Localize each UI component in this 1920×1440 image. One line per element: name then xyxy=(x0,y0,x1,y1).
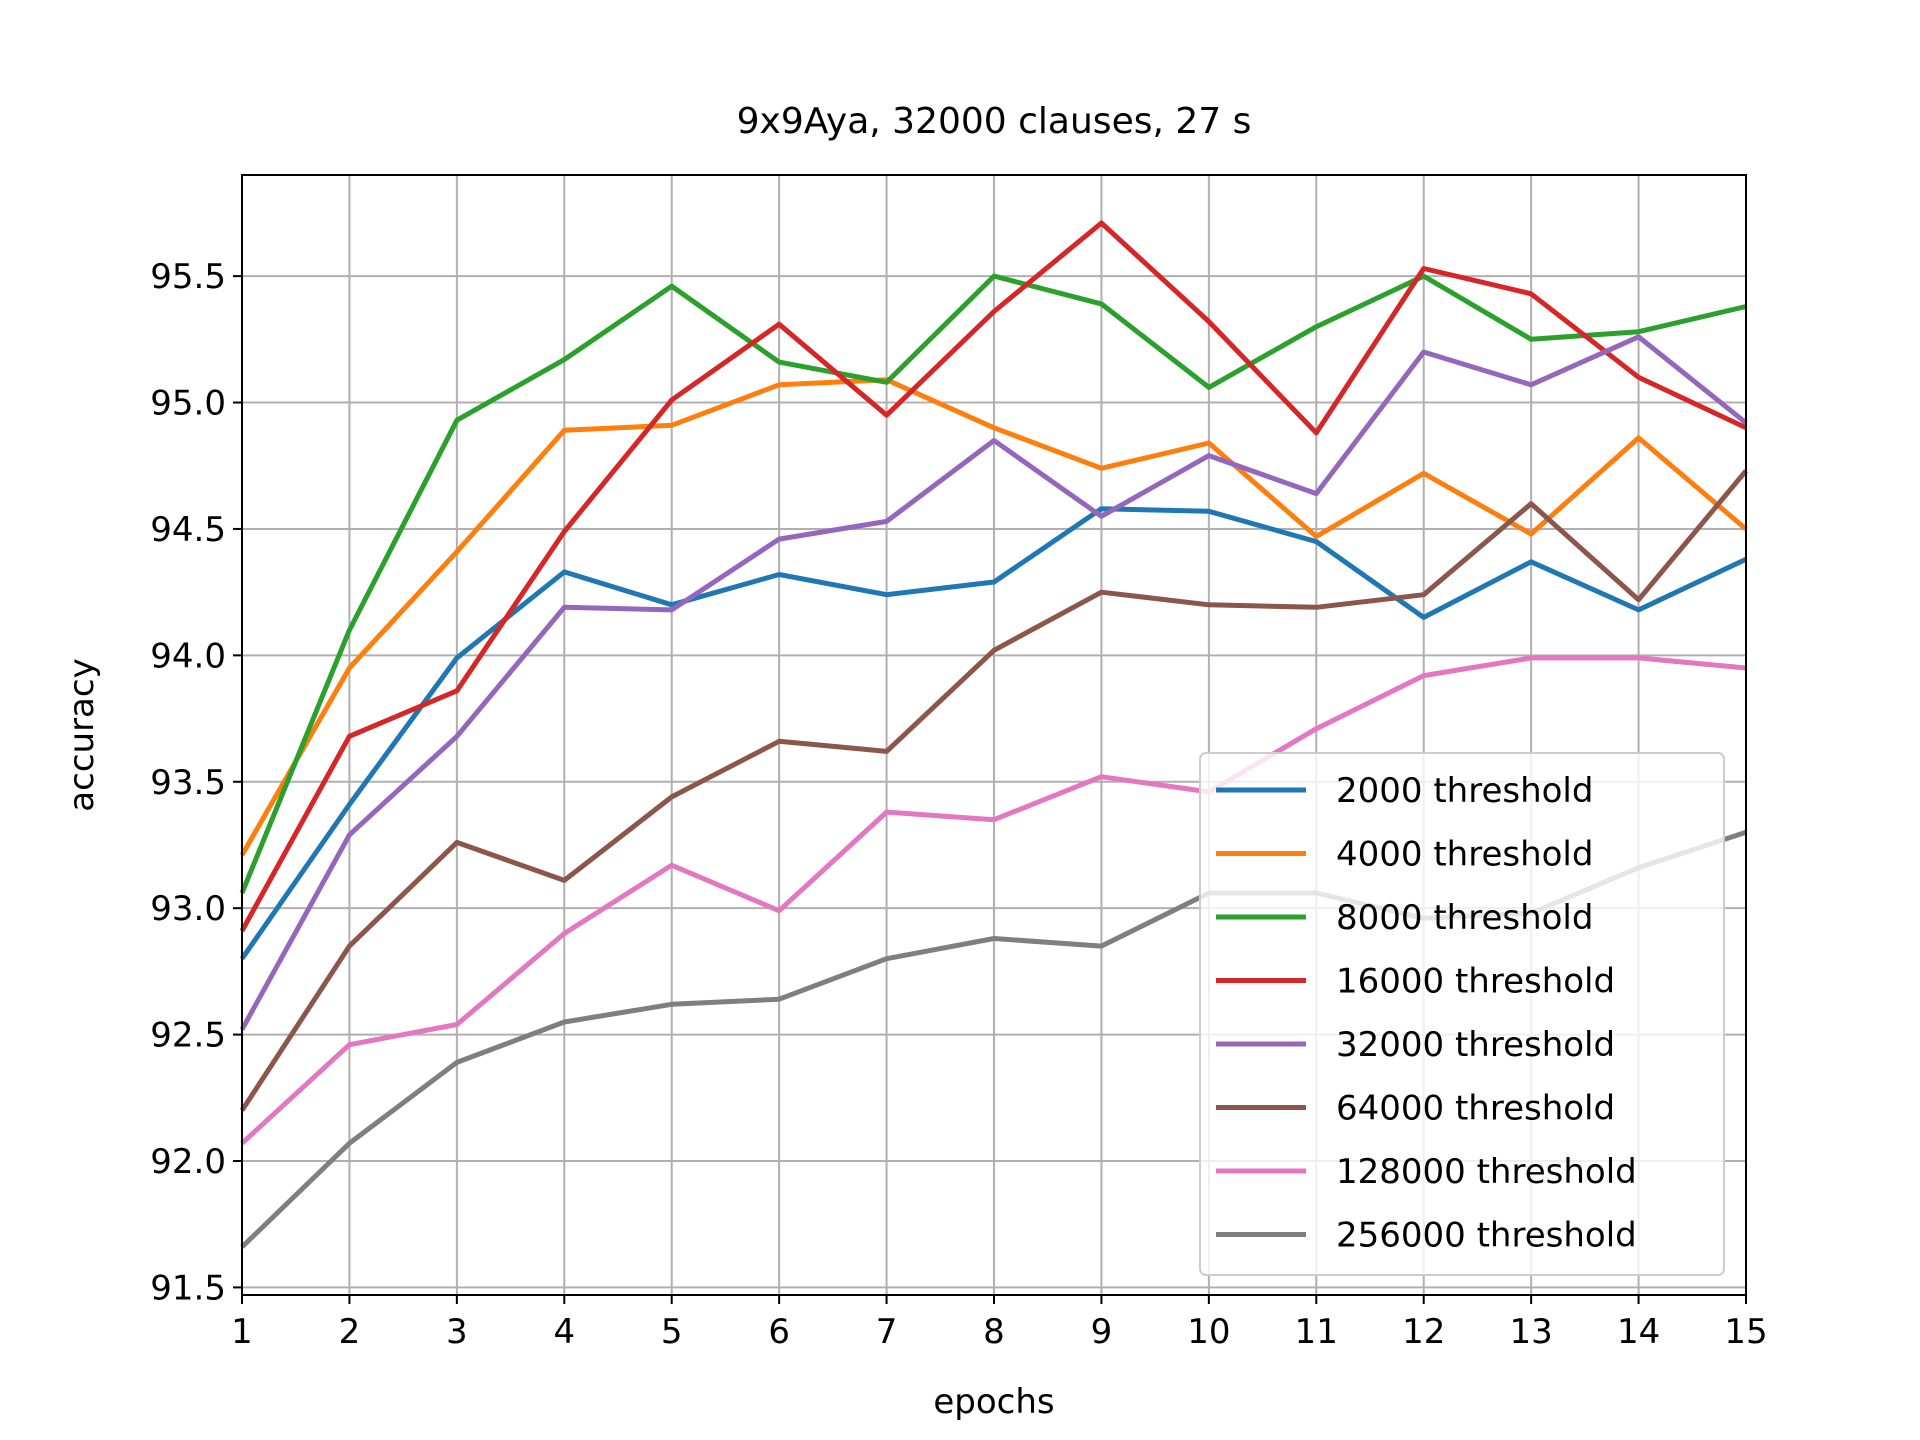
x-tick-label: 4 xyxy=(553,1312,575,1352)
legend-label: 32000 threshold xyxy=(1336,1025,1615,1065)
series-line-0 xyxy=(239,506,1748,961)
x-tick-label: 7 xyxy=(876,1312,898,1352)
y-tick-label: 91.5 xyxy=(150,1268,226,1308)
y-tick-label: 94.5 xyxy=(150,510,226,550)
chart-title: 9x9Aya, 32000 clauses, 27 s xyxy=(737,101,1252,142)
y-tick-label: 92.0 xyxy=(150,1142,226,1182)
legend-label: 16000 threshold xyxy=(1336,962,1615,1002)
y-tick-label: 93.5 xyxy=(150,763,226,803)
legend-box xyxy=(1199,752,1725,1276)
x-tick-label: 13 xyxy=(1510,1312,1553,1352)
x-tick-label: 6 xyxy=(768,1312,790,1352)
x-tick-label: 11 xyxy=(1295,1312,1338,1352)
y-axis-ticks: 91.5 92.0 92.5 93.0 93.5 94.0 94.5 95.0 95.5 xyxy=(150,257,242,1308)
y-tick-label: 95.0 xyxy=(150,384,226,424)
y-tick-label: 94.0 xyxy=(150,636,226,676)
y-tick-label: 95.5 xyxy=(150,257,226,297)
series-line-3 xyxy=(239,220,1748,933)
x-tick-label: 2 xyxy=(339,1312,361,1352)
series-line-6 xyxy=(240,655,1747,1146)
series-line-5 xyxy=(239,469,1748,1112)
x-tick-label: 8 xyxy=(983,1312,1005,1352)
legend-label: 256000 threshold xyxy=(1336,1216,1637,1256)
x-axis-label: epochs xyxy=(933,1382,1054,1422)
x-tick-label: 15 xyxy=(1724,1312,1767,1352)
legend: 2000 threshold 4000 threshold 8000 thresho… xyxy=(1199,752,1725,1276)
x-axis-ticks: 1 2 3 4 5 6 7 8 9 10 11 12 13 14 15 xyxy=(231,1295,1768,1352)
legend-label: 128000 threshold xyxy=(1336,1152,1637,1192)
series-line-1 xyxy=(239,377,1748,857)
x-tick-label: 10 xyxy=(1187,1312,1230,1352)
series-line-4 xyxy=(239,334,1748,1031)
legend-label: 4000 threshold xyxy=(1336,835,1593,875)
x-tick-label: 5 xyxy=(661,1312,683,1352)
legend-label: 8000 threshold xyxy=(1336,898,1593,938)
y-axis-label: accuracy xyxy=(62,658,102,811)
legend-label: 2000 threshold xyxy=(1336,771,1593,811)
x-tick-label: 12 xyxy=(1402,1312,1445,1352)
x-tick-label: 1 xyxy=(231,1312,253,1352)
y-tick-label: 92.5 xyxy=(150,1016,226,1056)
x-tick-label: 9 xyxy=(1091,1312,1113,1352)
x-tick-label: 3 xyxy=(446,1312,468,1352)
y-tick-label: 93.0 xyxy=(150,889,226,929)
legend-label: 64000 threshold xyxy=(1336,1089,1615,1129)
series-line-2 xyxy=(239,273,1747,894)
x-tick-label: 14 xyxy=(1617,1312,1660,1352)
